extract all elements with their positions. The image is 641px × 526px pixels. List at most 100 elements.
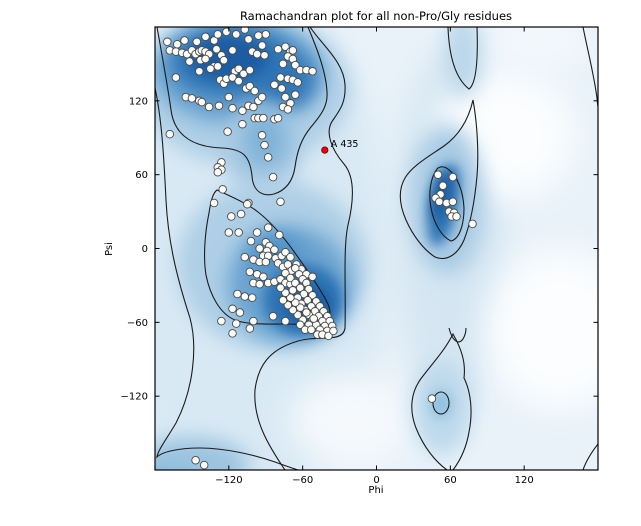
residue-point [308, 67, 317, 76]
residue-point [277, 84, 286, 93]
residue-point [213, 167, 223, 177]
residue-point [224, 228, 234, 237]
residue-point [235, 308, 245, 317]
residue-point [308, 272, 317, 282]
residue-point [171, 73, 181, 82]
residue-point [281, 92, 290, 102]
residue-point [261, 30, 271, 39]
contour-outer-left [155, 87, 299, 470]
residue-point [273, 113, 283, 123]
residue-point [214, 101, 224, 111]
x-axis-label: Phi [368, 485, 383, 496]
residue-point [247, 293, 257, 302]
residue-point [278, 59, 288, 69]
residue-point [224, 92, 234, 102]
residue-point [234, 64, 243, 74]
residue-point [201, 54, 210, 64]
residue-point [263, 153, 273, 162]
residue-point [219, 55, 229, 65]
density-field [155, 27, 598, 470]
residue-point [281, 268, 290, 278]
annotation-layer: A 435 [331, 139, 359, 150]
residue-point [276, 73, 285, 82]
residue-point [228, 329, 237, 338]
residue-point [238, 119, 247, 129]
contour-bottomright-blob [411, 332, 472, 470]
residue-point [254, 31, 263, 40]
residue-point [240, 292, 250, 301]
residue-point [257, 131, 267, 140]
chart-title: Ramachandran plot for all non-Pro/Gly re… [240, 9, 512, 23]
residue-point [433, 170, 443, 179]
residue-point [283, 105, 293, 114]
residue-point [240, 27, 250, 34]
residue-point [291, 60, 300, 70]
residue-point [172, 39, 182, 49]
residue-point [185, 57, 194, 66]
residue-point [276, 283, 285, 293]
residue-point [206, 64, 215, 74]
x-tick-label: −60 [292, 475, 313, 486]
residue-point [180, 36, 189, 45]
residue-point [278, 295, 288, 305]
residue-point [288, 286, 298, 295]
residue-point [288, 46, 298, 55]
residue-point [239, 69, 248, 79]
residue-point [281, 247, 290, 257]
residue-point [228, 46, 237, 55]
residue-point [255, 279, 264, 289]
residue-point [191, 455, 200, 465]
residue-point [243, 199, 252, 209]
residue-point [249, 316, 258, 326]
contour-outer-right [254, 27, 353, 470]
residue-point [329, 326, 338, 336]
residue-point [213, 62, 223, 71]
residue-point [228, 103, 237, 113]
residue-point [281, 42, 290, 51]
residue-point [257, 92, 267, 102]
residue-point [231, 30, 241, 39]
contour-lefthanded-outer [399, 99, 479, 259]
y-tick-label: 120 [129, 96, 148, 107]
residue-point [213, 30, 223, 39]
residue-point [223, 127, 232, 136]
residue-point [283, 260, 293, 269]
residue-point [255, 244, 264, 253]
residue-point [324, 331, 333, 341]
contour-bottomright-neck [448, 327, 467, 343]
residue-point [209, 36, 219, 45]
residue-point [286, 293, 295, 302]
contour-lefthanded-inner [429, 166, 465, 242]
tick-labels-layer: −120 −60 0 60 120 −120 −60 0 60 120 [121, 96, 534, 486]
residue-point [192, 37, 202, 47]
x-tick-label: 0 [373, 475, 379, 486]
residue-point [268, 172, 278, 182]
residue-point [187, 94, 197, 103]
residue-point [438, 181, 448, 190]
residue-point [212, 44, 221, 54]
residue-point [252, 49, 262, 59]
residue-point [268, 311, 278, 321]
residue-point [231, 319, 241, 328]
residue-point [270, 80, 279, 90]
residue-point [299, 289, 309, 299]
residue-point [250, 86, 259, 96]
residue-point [165, 129, 175, 139]
contour-beta-inner [156, 27, 328, 196]
y-axis-label: Psi [104, 242, 115, 256]
residue-point [259, 272, 268, 282]
residue-point [245, 267, 255, 277]
contour-lines [155, 27, 598, 470]
residue-point [217, 316, 226, 326]
residue-point [452, 212, 461, 221]
residue-point [246, 236, 256, 246]
residue-point [245, 324, 255, 333]
residue-point [291, 90, 300, 99]
residue-point [218, 185, 227, 194]
residue-point [228, 304, 237, 314]
residue-point [238, 106, 247, 115]
contour-bottomright-corner [582, 443, 598, 470]
residue-point [260, 51, 269, 60]
residue-point [222, 27, 231, 37]
residue-point [263, 223, 273, 232]
